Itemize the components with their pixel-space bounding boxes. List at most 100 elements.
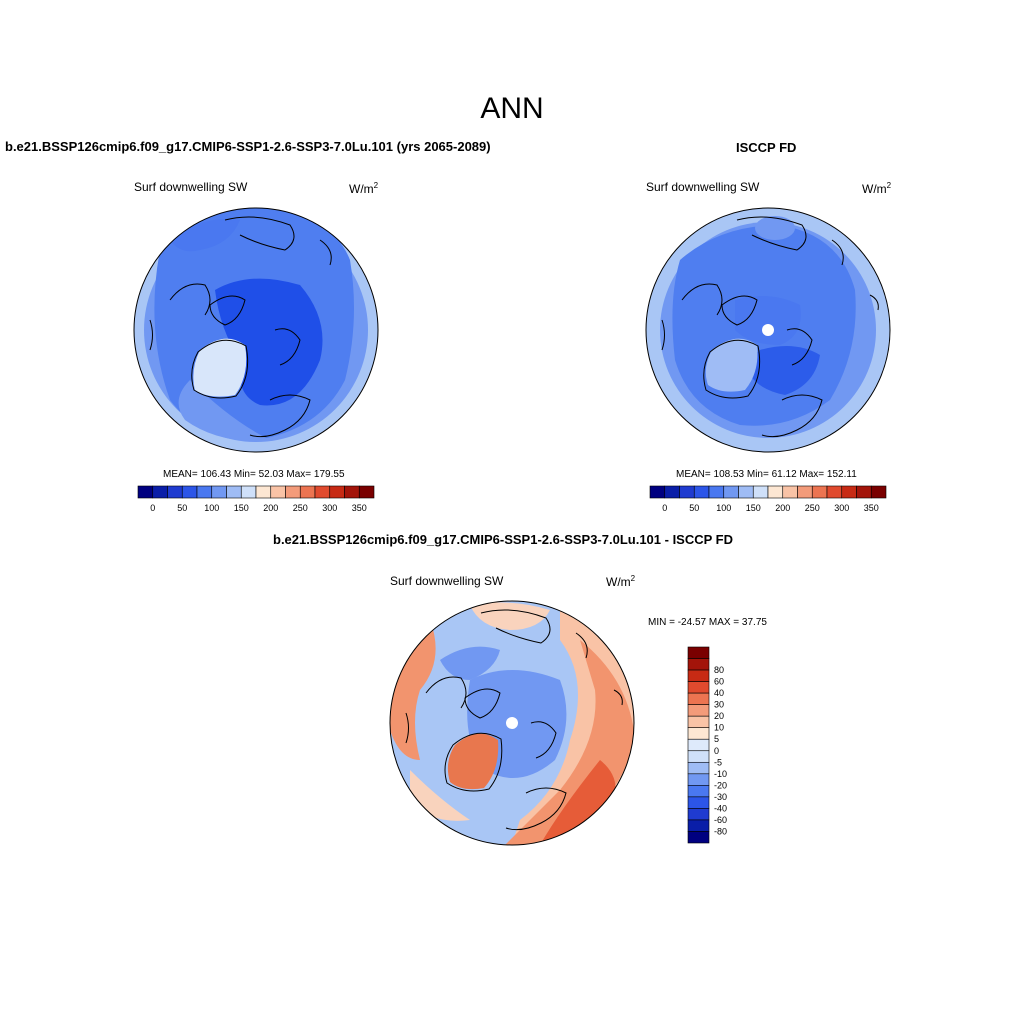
model-colorbar-tick-label: 300 bbox=[322, 503, 337, 513]
obs-colorbar-swatch bbox=[723, 485, 739, 499]
model-colorbar-swatch bbox=[196, 485, 213, 499]
obs-colorbar-tick-label: 100 bbox=[716, 503, 731, 513]
diff-colorbar-tick-label: 0 bbox=[714, 746, 719, 756]
model-colorbar-swatch bbox=[226, 485, 242, 499]
model-colorbar-swatch bbox=[299, 485, 316, 499]
obs-colorbar-swatch bbox=[738, 485, 754, 499]
obs-colorbar-tick-label: 50 bbox=[689, 503, 699, 513]
diff-colorbar-swatch bbox=[687, 727, 710, 740]
model-colorbar-swatch bbox=[270, 485, 286, 499]
diff-colorbar-swatch bbox=[687, 738, 710, 752]
diff-colorbar-swatch bbox=[687, 658, 710, 671]
diff-colorbar-swatch bbox=[687, 831, 710, 844]
diff-coastlines bbox=[405, 609, 623, 831]
model-colorbar-swatch bbox=[167, 485, 183, 499]
obs-colorbar-swatch bbox=[856, 485, 872, 499]
obs-colorbar-tick-label: 300 bbox=[834, 503, 849, 513]
obs-colorbar-tick-label: 200 bbox=[775, 503, 790, 513]
obs-colorbar-swatch bbox=[708, 485, 725, 499]
diff-colorbar-tick-label: -80 bbox=[714, 826, 727, 836]
obs-polar-map bbox=[646, 208, 890, 452]
model-colorbar-swatch bbox=[255, 485, 272, 499]
model-colorbar-tick-label: 350 bbox=[352, 503, 367, 513]
model-colorbar-swatch bbox=[285, 485, 301, 499]
diff-colorbar-tick-label: 10 bbox=[714, 723, 724, 733]
obs-colorbar-swatch bbox=[767, 485, 784, 499]
obs-map-border bbox=[645, 207, 891, 453]
diff-colorbar-tick-label: -30 bbox=[714, 792, 727, 802]
diff-missing-pole bbox=[506, 717, 518, 729]
obs-colorbar-swatch bbox=[841, 485, 857, 499]
diff-colorbar-swatch bbox=[687, 819, 710, 832]
diff-stats: MIN = -24.57 MAX = 37.75 bbox=[648, 617, 767, 628]
diff-greenland-field bbox=[447, 733, 499, 790]
model-stats: MEAN= 106.43 Min= 52.03 Max= 179.55 bbox=[163, 469, 345, 480]
model-coastlines bbox=[149, 216, 332, 438]
obs-stats: MEAN= 108.53 Min= 61.12 Max= 152.11 bbox=[676, 469, 857, 480]
obs-units-label: W/m2 bbox=[862, 181, 892, 196]
diff-colorbar-swatch bbox=[687, 808, 710, 821]
obs-colorbar-swatch bbox=[664, 485, 680, 499]
obs-missing-pole bbox=[762, 324, 774, 336]
diff-colorbar-swatch bbox=[687, 646, 710, 659]
diff-colorbar-tick-label: 5 bbox=[714, 734, 719, 744]
model-colorbar-tick-label: 0 bbox=[150, 503, 155, 513]
model-colorbar-swatch bbox=[314, 485, 331, 499]
diff-colorbar-swatch bbox=[687, 715, 710, 729]
diff-colorbar-swatch bbox=[687, 796, 710, 809]
figure-title: ANN bbox=[480, 92, 544, 125]
obs-map-field-pole-ring bbox=[735, 296, 801, 345]
diff-map-field-cool-upper bbox=[440, 646, 500, 680]
diff-colorbar-swatch bbox=[687, 704, 710, 717]
model-colorbar-swatch bbox=[211, 485, 227, 499]
obs-panel-title: ISCCP FD bbox=[736, 140, 797, 155]
model-colorbar-tick-label: 250 bbox=[293, 503, 308, 513]
model-colorbar-swatch bbox=[240, 485, 257, 499]
obs-colorbar-swatch bbox=[811, 485, 828, 499]
diff-colorbar-swatch bbox=[687, 692, 710, 705]
diff-units-label: W/m2 bbox=[606, 574, 636, 589]
diff-colorbar-tick-label: -5 bbox=[714, 757, 722, 767]
model-colorbar-tick-label: 150 bbox=[234, 503, 249, 513]
diff-polar-map bbox=[390, 601, 634, 845]
model-units-label: W/m2 bbox=[349, 181, 379, 196]
diff-colorbar-tick-label: 30 bbox=[714, 700, 724, 710]
model-colorbar-tick-label: 100 bbox=[204, 503, 219, 513]
obs-variable-label: Surf downwelling SW bbox=[646, 180, 760, 194]
diff-colorbar-swatch bbox=[687, 669, 710, 682]
diff-colorbar-tick-label: 20 bbox=[714, 711, 724, 721]
model-colorbar-swatch bbox=[152, 485, 168, 499]
diff-colorbar-swatch bbox=[687, 681, 710, 694]
diff-colorbar-swatch bbox=[687, 761, 710, 775]
diff-colorbar-tick-label: 40 bbox=[714, 688, 724, 698]
diff-colorbar-tick-label: -20 bbox=[714, 780, 727, 790]
obs-colorbar-swatch bbox=[693, 485, 710, 499]
diff-colorbar-swatch bbox=[687, 750, 710, 763]
diff-colorbar-tick-label: -10 bbox=[714, 769, 727, 779]
model-colorbar-tick-label: 200 bbox=[263, 503, 278, 513]
model-map-field-atlantic bbox=[178, 380, 270, 441]
diff-colorbar-tick-label: -40 bbox=[714, 803, 727, 813]
model-colorbar-tick-label: 50 bbox=[177, 503, 187, 513]
obs-greenland-field bbox=[705, 338, 758, 392]
obs-colorbar: 0 50 100 150 200 250 300 350 bbox=[649, 485, 887, 513]
obs-colorbar-tick-label: 0 bbox=[662, 503, 667, 513]
obs-colorbar-tick-label: 350 bbox=[864, 503, 879, 513]
model-colorbar-swatch bbox=[181, 485, 198, 499]
obs-colorbar-swatch bbox=[752, 485, 769, 499]
diff-colorbar-tick-label: 80 bbox=[714, 665, 724, 675]
diff-panel-title: b.e21.BSSP126cmip6.f09_g17.CMIP6-SSP1-2.… bbox=[273, 532, 734, 547]
obs-colorbar-swatch bbox=[649, 485, 666, 499]
obs-map-field-top bbox=[755, 216, 795, 240]
obs-colorbar-swatch bbox=[679, 485, 695, 499]
model-colorbar: 0 50 100 150 200 250 300 350 bbox=[137, 485, 375, 513]
diff-colorbar-tick-label: 60 bbox=[714, 677, 724, 687]
obs-colorbar-swatch bbox=[870, 485, 887, 499]
diff-map-field-top-pale bbox=[470, 602, 550, 630]
diff-map-border bbox=[389, 600, 635, 846]
model-colorbar-swatch bbox=[137, 485, 154, 499]
model-variable-label: Surf downwelling SW bbox=[134, 180, 248, 194]
model-polar-map bbox=[134, 208, 378, 452]
